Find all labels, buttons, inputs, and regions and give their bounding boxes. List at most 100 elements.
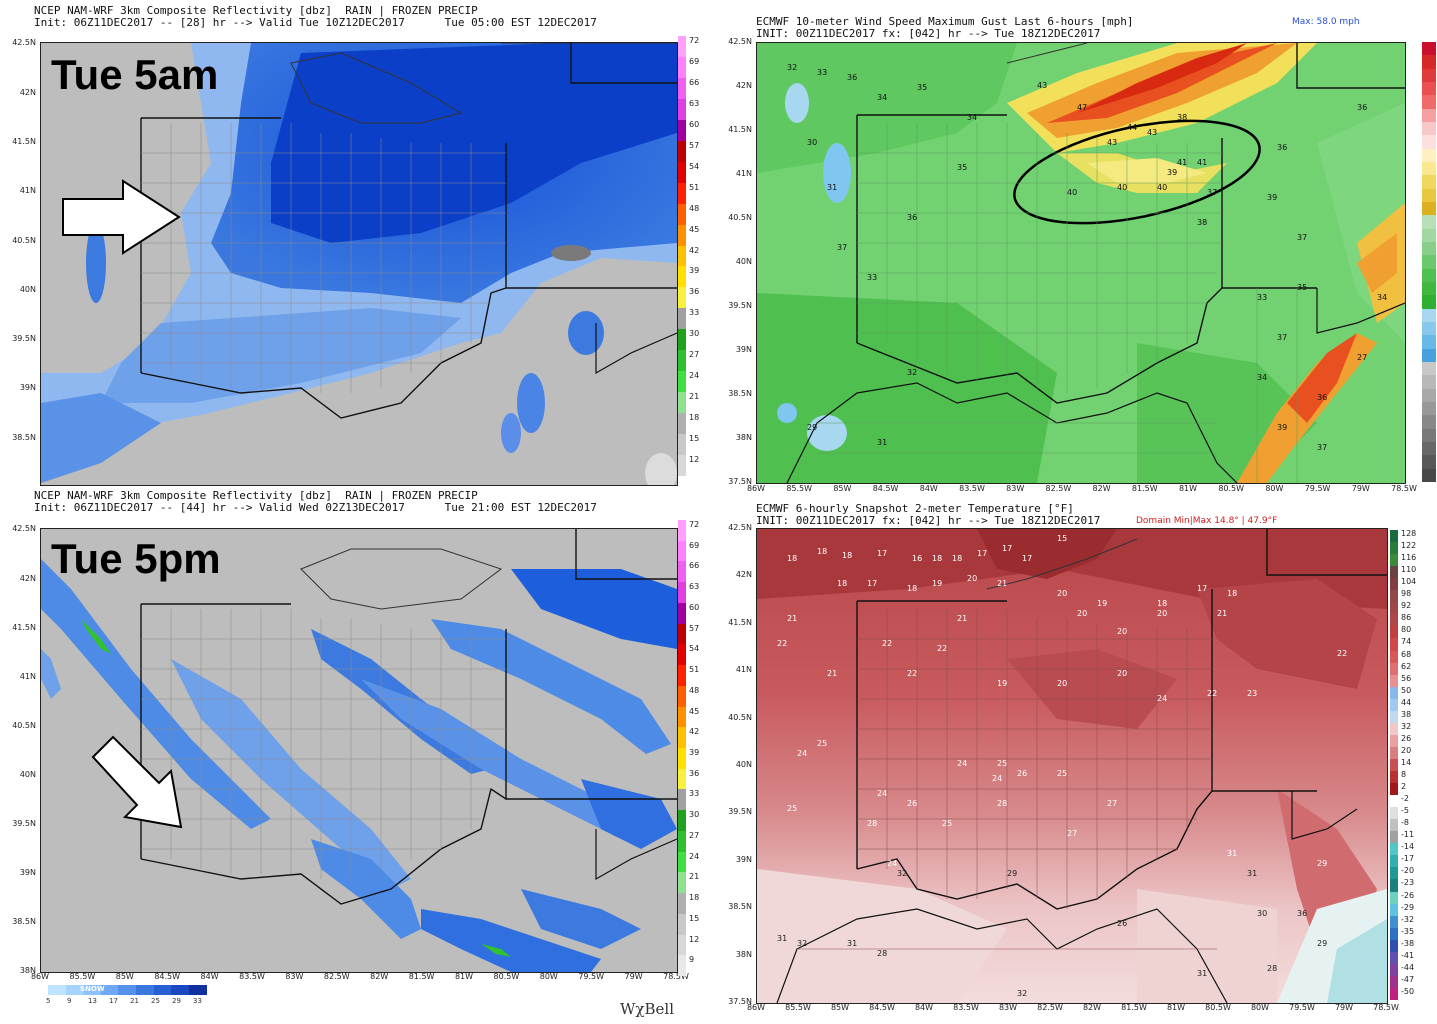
colorbar-tick-label: -47 — [1401, 974, 1415, 984]
lon-tick-label: 78.5W — [1391, 484, 1417, 493]
colorbar-tick-label: -11 — [1401, 830, 1415, 840]
colorbar-swatch — [1422, 135, 1436, 149]
temperature-value-label: 28 — [877, 949, 888, 958]
colorbar-tick-label: 21 — [689, 872, 700, 882]
colorbar-swatch — [1422, 108, 1436, 122]
temperature-value-label: 24 — [797, 749, 808, 758]
colorbar-swatch — [678, 455, 686, 476]
lat-tick-label: 37.5N — [728, 477, 752, 486]
lat-tick-label: 39.5N — [728, 301, 752, 310]
wind-value-label: 37 — [1207, 188, 1218, 197]
wind-value-label: 41 — [1197, 158, 1208, 167]
colorbar-swatch — [678, 224, 686, 246]
lon-tick-label: 80.5W — [493, 972, 520, 981]
wind-value-label: 43 — [1147, 128, 1158, 137]
time-overlay-label: Tue 5am — [51, 51, 219, 98]
colorbar-tick-label: 15 — [689, 913, 700, 923]
wind-value-label: 33 — [867, 273, 878, 282]
colorbar-swatch — [1390, 542, 1398, 555]
colorbar-tick-label: 18 — [689, 413, 700, 423]
colorbar-tick-label: 27 — [689, 350, 700, 360]
temperature-value-label: 18 — [837, 579, 848, 588]
snow-tick-label: 9 — [67, 997, 72, 1005]
panel-subtitle: Init: 06Z11DEC2017 -- [44] hr --> Valid … — [34, 501, 597, 514]
arrow-right-icon — [62, 179, 181, 255]
colorbar-tick-label: 14 — [1401, 757, 1412, 767]
lat-tick-label: 42.5N — [728, 37, 752, 46]
colorbar-tick-label: -5 — [1401, 806, 1409, 816]
colorbar-tick-label: 69 — [689, 540, 700, 550]
wind-value-label: 37 — [1297, 233, 1308, 242]
lon-tick-label: 84W — [919, 484, 938, 493]
wind-value-label: 30 — [807, 138, 818, 147]
temperature-value-label: 22 — [882, 639, 893, 648]
wind-value-label: 44 — [1127, 123, 1138, 132]
colorbar-tick-label: -14 — [1401, 842, 1415, 852]
colorbar-tick-label: 15 — [689, 434, 700, 444]
colorbar-swatch — [1422, 415, 1436, 429]
temperature-value-label: 25 — [787, 804, 798, 813]
colorbar-tick-label: 128 — [1401, 529, 1417, 538]
colorbar-tick-label: 48 — [689, 685, 700, 695]
lon-tick-label: 82W — [1092, 484, 1111, 493]
snow-swatch — [65, 985, 84, 995]
wind-value-label: 38 — [1177, 113, 1188, 122]
temperature-value-label: 22 — [937, 644, 948, 653]
temperature-value-label: 26 — [1017, 769, 1028, 778]
colorbar-swatch — [678, 706, 686, 728]
colorbar-swatch — [678, 350, 686, 372]
colorbar-swatch — [1390, 662, 1398, 675]
temperature-value-label: 26 — [1117, 919, 1128, 928]
wind-value-label: 31 — [877, 438, 888, 447]
colorbar-swatch — [1390, 554, 1398, 567]
colorbar-swatch — [1390, 674, 1398, 687]
wind-colorbar — [1422, 42, 1436, 482]
lon-tick-label: 81.5W — [1131, 484, 1158, 493]
time-overlay-label: Tue 5pm — [51, 535, 221, 582]
snow-tick-label: 25 — [151, 997, 160, 1005]
colorbar-swatch — [678, 182, 686, 204]
snow-label: SNOW — [80, 985, 105, 993]
colorbar-swatch — [1390, 734, 1398, 747]
lon-tick-label: 82W — [370, 972, 389, 981]
colorbar-tick-label: -20 — [1401, 866, 1415, 876]
wind-value-label: 36 — [1277, 143, 1288, 152]
temperature-value-label: 31 — [847, 939, 858, 948]
lon-tick-label: 84.5W — [869, 1003, 895, 1012]
colorbar-swatch — [1422, 175, 1436, 189]
colorbar-swatch — [1390, 590, 1398, 603]
temperature-value-label: 24 — [957, 759, 968, 768]
reflectivity-colorbar: 72 69 66 63 60 57 54 51 48 45 42 39 36 33 30 27 24 21 18 15… — [678, 520, 714, 976]
lon-tick-label: 85.5W — [786, 484, 813, 493]
temperature-value-label: 18 — [1157, 599, 1168, 608]
snow-swatch — [153, 985, 172, 995]
colorbar-tick-label: 9 — [689, 955, 695, 965]
colorbar-swatch — [1422, 468, 1436, 482]
colorbar-tick-label: 36 — [689, 287, 700, 297]
colorbar-tick-label: 8 — [1401, 770, 1407, 780]
colorbar-swatch — [1422, 428, 1436, 442]
colorbar-swatch — [678, 685, 686, 707]
lat-tick-label: 40.5N — [728, 213, 752, 222]
temperature-value-label: 31 — [1227, 849, 1238, 858]
lon-tick-label: 85.5W — [785, 1003, 811, 1012]
temperature-value-label: 32 — [1017, 989, 1028, 998]
colorbar-swatch — [1390, 626, 1398, 639]
colorbar-tick-label: 104 — [1401, 577, 1417, 587]
colorbar-swatch — [1422, 335, 1436, 349]
lat-tick-label: 41N — [735, 665, 752, 675]
temperature-value-label: 31 — [1197, 969, 1208, 978]
colorbar-swatch — [1390, 602, 1398, 615]
colorbar-tick-label: 68 — [1401, 649, 1412, 659]
wind-value-label: 31 — [827, 183, 838, 192]
temperature-value-label: 24 — [887, 859, 898, 868]
colorbar-tick-label: -17 — [1401, 854, 1415, 864]
temperature-value-label: 19 — [997, 679, 1008, 688]
lat-tick-label: 38.5N — [728, 902, 752, 912]
lat-tick-label: 42.5N — [728, 523, 752, 532]
colorbar-tick-label: 66 — [689, 77, 700, 87]
colorbar-swatch — [1422, 162, 1436, 176]
temperature-value-label: 31 — [1247, 869, 1258, 878]
colorbar-tick-label: 42 — [689, 245, 700, 255]
lat-tick-label: 40N — [735, 760, 752, 769]
